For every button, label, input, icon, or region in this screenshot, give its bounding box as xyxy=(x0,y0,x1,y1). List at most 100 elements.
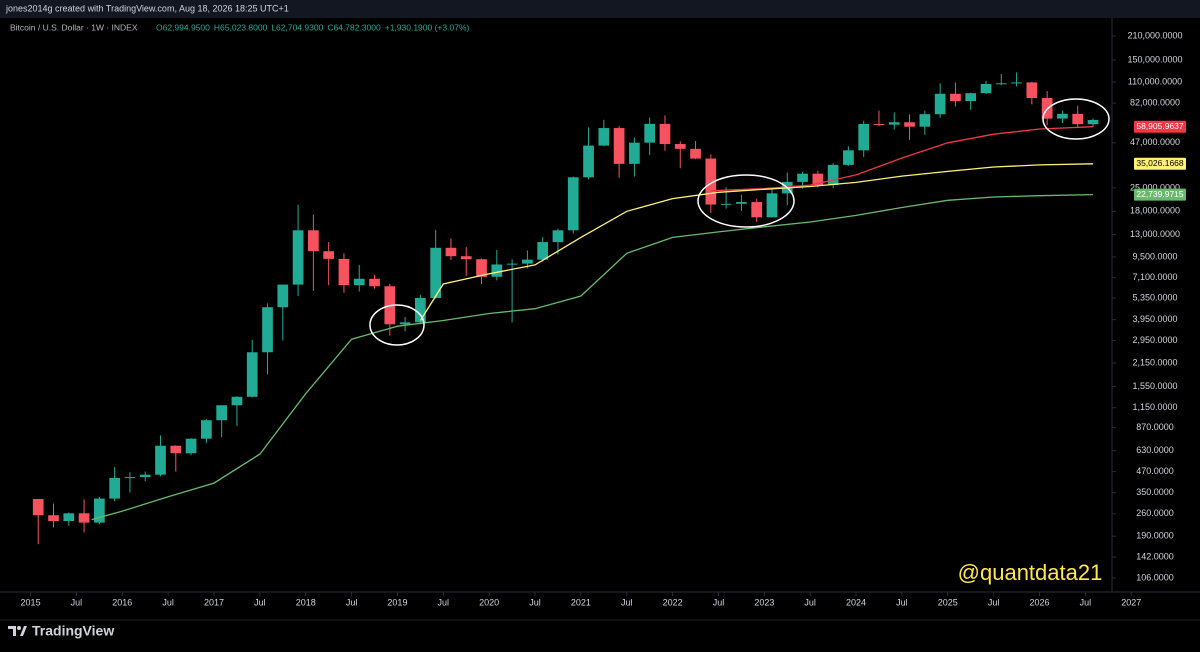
ohlc-value: +1,930.1900 (+3.07%) xyxy=(385,22,470,32)
candle-body xyxy=(292,230,304,285)
symbol-title: Bitcoin / U.S. Dollar · 1W · INDEX xyxy=(10,22,138,32)
candle-body xyxy=(919,114,931,127)
candle-body xyxy=(980,84,992,94)
candle-body xyxy=(48,515,59,522)
x-tick-label: 2020 xyxy=(479,597,499,607)
candle-body xyxy=(139,474,151,478)
y-tick-label: 110,000.0000 xyxy=(1128,76,1182,86)
price-label-bg xyxy=(1134,188,1186,201)
candle-body xyxy=(827,164,839,186)
x-tick-label: Jul xyxy=(988,597,1000,607)
candle-body xyxy=(567,177,579,231)
y-tick-label: 2,150.0000 xyxy=(1132,357,1177,367)
y-tick-label: 2,950.0000 xyxy=(1132,335,1177,345)
candle-body xyxy=(720,203,732,205)
candle-body xyxy=(522,259,533,264)
y-tick-label: 3,950.0000 xyxy=(1132,314,1177,324)
candle-body xyxy=(1087,119,1099,125)
header-text: jones2014g created with TradingView.com,… xyxy=(5,3,289,13)
candle-body xyxy=(124,477,136,479)
price-label: 35,026.1668 xyxy=(1136,158,1184,168)
x-tick-label: Jul xyxy=(71,597,83,607)
y-tick-label: 106.0000 xyxy=(1136,572,1174,582)
x-tick-label: Jul xyxy=(438,597,450,607)
moving-average-line xyxy=(91,193,1094,521)
y-tick-label: 5,350.0000 xyxy=(1132,292,1177,302)
candle-body xyxy=(338,258,350,286)
price-label: 22,739.9715 xyxy=(1136,189,1184,199)
price-label: 58,905.9637 xyxy=(1136,121,1184,131)
moving-average-line xyxy=(710,126,1094,192)
candle-body xyxy=(109,477,120,499)
y-tick-label: 82,000.0000 xyxy=(1130,97,1180,107)
candle-body xyxy=(216,405,228,421)
candle-body xyxy=(353,278,365,286)
candle-body xyxy=(995,83,1007,85)
candle-body xyxy=(231,396,243,406)
candle-body xyxy=(537,242,549,260)
candle-body xyxy=(629,142,640,164)
candle-body xyxy=(445,247,457,257)
candle-body xyxy=(873,123,885,125)
y-tick-label: 350.0000 xyxy=(1136,487,1174,497)
candle-body xyxy=(323,251,335,259)
candle-body xyxy=(63,513,75,522)
candle-body xyxy=(1057,113,1068,119)
footer-brand: TradingView xyxy=(32,623,114,639)
y-tick-label: 630.0000 xyxy=(1136,445,1174,455)
candle-body xyxy=(552,230,564,243)
ohlc-value: H65,023.8000 xyxy=(214,22,268,32)
x-tick-label: Jul xyxy=(896,597,908,607)
candle-body xyxy=(170,445,182,454)
y-tick-label: 260.0000 xyxy=(1136,508,1174,518)
candle-body xyxy=(476,259,487,277)
candle-body xyxy=(277,284,289,308)
candle-body xyxy=(308,230,319,252)
candle-body xyxy=(583,145,594,178)
x-tick-label: Jul xyxy=(804,597,816,607)
y-tick-label: 150,000.0000 xyxy=(1127,54,1182,64)
candle-body xyxy=(415,297,426,323)
candle-body xyxy=(598,128,610,146)
x-tick-label: 2019 xyxy=(387,597,407,607)
candle-body xyxy=(766,193,778,218)
x-tick-label: 2023 xyxy=(754,597,774,607)
x-tick-label: 2026 xyxy=(1029,597,1049,607)
ohlc-value: C64,782.3000 xyxy=(327,22,381,32)
x-tick-label: Jul xyxy=(1080,597,1092,607)
candle-body xyxy=(751,202,763,218)
candle-body xyxy=(491,264,503,277)
candle-body xyxy=(644,123,656,143)
candle-body xyxy=(690,148,701,159)
price-label-bg xyxy=(1134,120,1186,133)
annotation-circle xyxy=(697,174,795,228)
candle-body xyxy=(965,93,977,102)
y-tick-label: 470.0000 xyxy=(1136,466,1174,476)
candle-body xyxy=(843,150,854,165)
candle-body xyxy=(659,123,671,145)
candle-body xyxy=(94,498,105,523)
candle-body xyxy=(705,158,717,205)
y-tick-label: 9,500.0000 xyxy=(1132,251,1177,261)
y-tick-label: 25,000.0000 xyxy=(1130,182,1180,192)
candle-body xyxy=(904,122,915,127)
candle-body xyxy=(812,173,824,186)
x-tick-label: 2025 xyxy=(938,597,958,607)
candle-body xyxy=(185,438,197,454)
candle-body xyxy=(797,173,808,182)
x-tick-label: 2022 xyxy=(663,597,683,607)
candle-body xyxy=(369,278,380,287)
header-bar xyxy=(0,0,1200,18)
candle-body xyxy=(78,513,90,523)
x-tick-label: Jul xyxy=(621,597,633,607)
y-tick-label: 190.0000 xyxy=(1136,531,1174,541)
candle-body xyxy=(262,307,273,353)
y-tick-label: 47,000.0000 xyxy=(1130,137,1180,147)
tradingview-logo xyxy=(8,626,27,636)
x-tick-label: 2018 xyxy=(296,597,316,607)
candle-body xyxy=(858,123,870,151)
candle-body xyxy=(201,420,212,439)
ohlc-legend: O62,994.9500 H65,023.8000 L62,704.9300 C64,… xyxy=(156,22,469,32)
